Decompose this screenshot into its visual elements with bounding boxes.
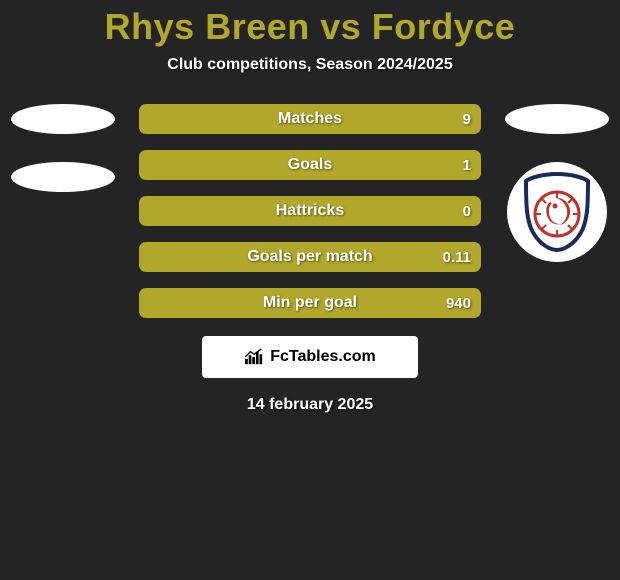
attribution-badge: FcTables.com [202, 336, 418, 378]
club-placeholder-ellipse [11, 162, 115, 192]
bar-chart-icon [244, 348, 266, 366]
snapshot-date: 14 february 2025 [0, 396, 620, 414]
stat-row-goals: Goals 1 [139, 150, 481, 180]
stat-value: 940 [446, 295, 471, 312]
stat-label: Goals [288, 156, 332, 174]
left-player-badges [8, 104, 118, 192]
stat-label: Hattricks [276, 202, 344, 220]
right-player-badges [502, 104, 612, 262]
comparison-area: Matches 9 Goals 1 Hattricks 0 Goals per … [0, 104, 620, 318]
club-badge [507, 162, 607, 262]
stat-value: 0.11 [443, 249, 471, 266]
player-placeholder-ellipse [505, 104, 609, 134]
stat-row-goals-per-match: Goals per match 0.11 [139, 242, 481, 272]
stat-row-min-per-goal: Min per goal 940 [139, 288, 481, 318]
shield-icon [522, 172, 592, 252]
attribution-text: FcTables.com [270, 348, 376, 366]
player-placeholder-ellipse [11, 104, 115, 134]
stat-label: Goals per match [247, 248, 372, 266]
stat-value: 1 [463, 157, 471, 174]
stat-label: Min per goal [263, 294, 357, 312]
stat-value: 9 [463, 111, 471, 128]
stat-label: Matches [278, 110, 342, 128]
page-title: Rhys Breen vs Fordyce [0, 0, 620, 48]
stat-value: 0 [463, 203, 471, 220]
stat-row-hattricks: Hattricks 0 [139, 196, 481, 226]
stat-bars: Matches 9 Goals 1 Hattricks 0 Goals per … [139, 104, 481, 318]
subtitle: Club competitions, Season 2024/2025 [0, 56, 620, 74]
stat-row-matches: Matches 9 [139, 104, 481, 134]
